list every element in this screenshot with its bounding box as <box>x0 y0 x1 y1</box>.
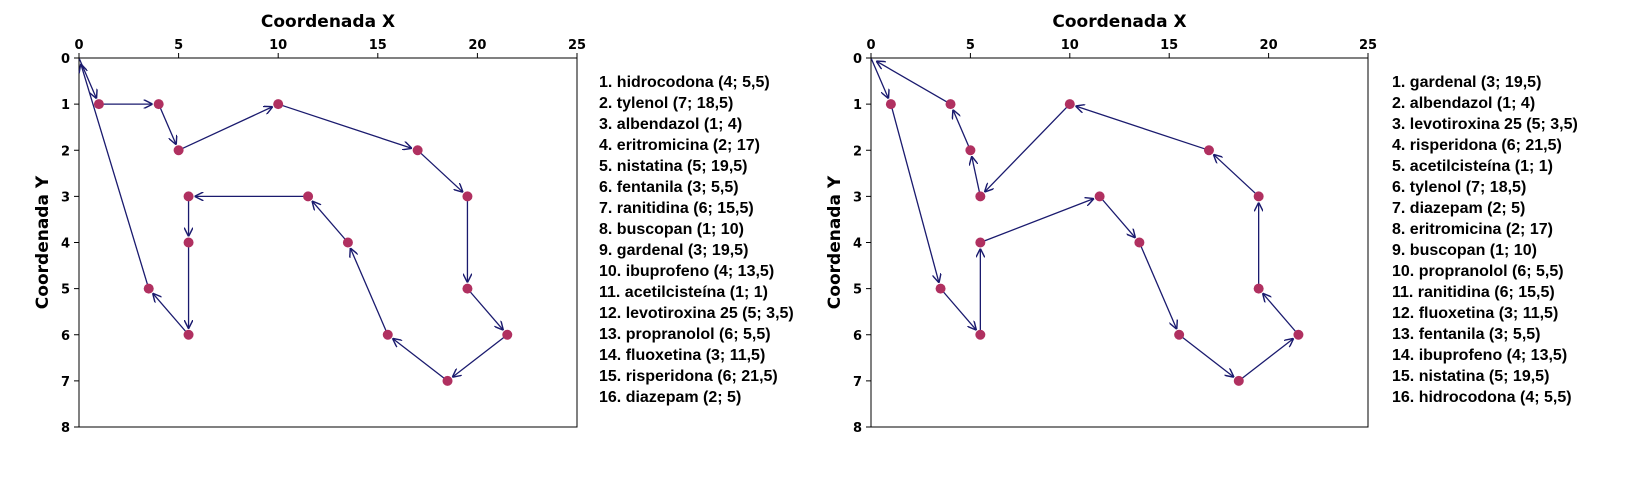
y-tick-label: 7 <box>61 375 70 390</box>
x-axis-title: Coordenada X <box>261 12 395 32</box>
legend-entry: 7. ranitidina (6; 15,5) <box>599 200 754 217</box>
plot-frame <box>78 57 578 428</box>
x-tick-label: 10 <box>269 38 287 53</box>
legend-entry: 16. hidrocodona (4; 5,5) <box>1392 389 1572 406</box>
route-arrow <box>78 58 96 99</box>
route-arrow <box>312 201 348 243</box>
legend-entry: 1. gardenal (3; 19,5) <box>1392 74 1542 91</box>
route-point <box>153 99 164 110</box>
x-tick-label: 20 <box>468 38 486 53</box>
route-point <box>502 329 513 340</box>
route-arrow <box>153 293 189 335</box>
y-tick-label: 8 <box>61 421 70 436</box>
route-point <box>93 99 104 110</box>
legend-entry: 14. fluoxetina (3; 11,5) <box>599 347 766 364</box>
y-tick-label: 6 <box>61 329 70 344</box>
legend-entry: 15. nistatina (5; 19,5) <box>1392 368 1550 385</box>
x-tick-label: 0 <box>74 38 83 53</box>
legend-entry: 4. risperidona (6; 21,5) <box>1392 137 1562 154</box>
legend-entry: 9. gardenal (3; 19,5) <box>599 242 749 259</box>
legend-entry: 5. nistatina (5; 19,5) <box>599 158 748 175</box>
route-point <box>143 283 154 294</box>
route-arrow <box>350 248 388 335</box>
route-arrow <box>179 107 273 151</box>
x-tick-label: 25 <box>568 38 586 53</box>
y-axis-title: Coordenada Y <box>33 175 53 309</box>
legend-entry: 10. ibuprofeno (4; 13,5) <box>599 263 775 280</box>
legend-entry: 4. eritromicina (2; 17) <box>599 137 760 154</box>
route-point <box>382 329 393 340</box>
y-tick-label: 3 <box>61 190 70 205</box>
route-arrow <box>158 104 176 145</box>
route-point <box>183 191 194 202</box>
legend-entry: 3. albendazol (1; 4) <box>599 116 743 133</box>
legend-entry: 2. tylenol (7; 18,5) <box>599 95 734 112</box>
legend-entry: 5. acetilcisteína (1; 1) <box>1392 158 1553 175</box>
legend-entry: 1. hidrocodona (4; 5,5) <box>599 74 770 91</box>
route-point <box>273 99 284 110</box>
route-arrow <box>417 150 463 192</box>
y-tick-label: 2 <box>61 144 70 159</box>
route-point <box>183 237 194 248</box>
x-tick-label: 5 <box>174 38 183 53</box>
y-tick-label: 1 <box>61 98 70 113</box>
legend-entry: 13. propranolol (6; 5,5) <box>599 326 771 343</box>
route-point <box>342 237 353 248</box>
route-point <box>183 329 194 340</box>
legend-entry: 2. albendazol (1; 4) <box>1392 95 1536 112</box>
legend-entry: 15. risperidona (6; 21,5) <box>599 368 778 385</box>
legend-entry: 12. levotiroxina 25 (5; 3,5) <box>599 305 794 322</box>
route-arrow <box>81 64 150 288</box>
y-tick-label: 5 <box>61 283 70 298</box>
legend-entry: 6. fentanila (3; 5,5) <box>599 179 739 196</box>
route-point <box>303 191 314 202</box>
y-tick-label: 0 <box>61 52 70 67</box>
route-point <box>442 375 453 386</box>
legend-entry: 7. diazepam (2; 5) <box>1392 200 1526 217</box>
route-arrow <box>278 103 412 148</box>
route-arrow <box>452 334 507 377</box>
legend-entry: 13. fentanila (3; 5,5) <box>1392 326 1541 343</box>
route-point <box>412 145 423 156</box>
legend-entry: 6. tylenol (7; 18,5) <box>1392 179 1527 196</box>
legend-entry: 14. ibuprofeno (4; 13,5) <box>1392 347 1568 364</box>
y-tick-label: 4 <box>61 237 70 252</box>
x-tick-label: 15 <box>369 38 387 53</box>
route-point <box>173 145 184 156</box>
legend-entry: 8. buscopan (1; 10) <box>599 221 744 238</box>
route-arrow <box>467 288 503 330</box>
legend-entry: 11. acetilcisteína (1; 1) <box>599 284 768 301</box>
route-point <box>462 191 473 202</box>
legend-entry: 11. ranitidina (6; 15,5) <box>1392 284 1555 301</box>
legend-entry: 12. fluoxetina (3; 11,5) <box>1392 305 1559 322</box>
legend-entry: 16. diazepam (2; 5) <box>599 389 742 406</box>
legend-entry: 8. eritromicina (2; 17) <box>1392 221 1553 238</box>
legend-1: 1. hidrocodona (4; 5,5) 2. tylenol (7; 18… <box>599 72 794 408</box>
legend-entry: 10. propranolol (6; 5,5) <box>1392 263 1564 280</box>
route-point <box>462 283 473 294</box>
legend-2: 1. gardenal (3; 19,5) 2. albendazol (1; 4… <box>1392 72 1578 408</box>
route-arrow <box>393 338 448 381</box>
legend-entry: 9. buscopan (1; 10) <box>1392 242 1537 259</box>
legend-entry: 3. levotiroxina 25 (5; 3,5) <box>1392 116 1578 133</box>
